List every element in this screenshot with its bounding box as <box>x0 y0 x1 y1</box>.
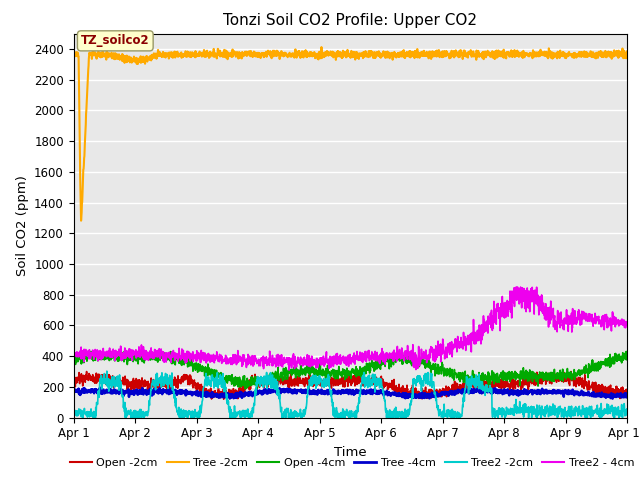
Tree -4cm <box>623 391 631 397</box>
Tree -4cm <box>70 389 77 395</box>
Open -4cm <box>241 386 249 392</box>
Open -2cm <box>220 396 228 402</box>
Open -4cm <box>607 362 615 368</box>
Text: TZ_soilco2: TZ_soilco2 <box>81 35 150 48</box>
Tree -2cm <box>607 52 615 58</box>
Line: Tree -4cm: Tree -4cm <box>74 387 627 398</box>
Open -2cm <box>99 373 106 379</box>
Tree2 -2cm <box>90 415 97 420</box>
Tree2 - 4cm <box>607 328 615 334</box>
X-axis label: Time: Time <box>334 446 367 459</box>
Tree -2cm <box>317 44 325 50</box>
Tree2 - 4cm <box>512 284 520 290</box>
Tree -4cm <box>271 384 278 390</box>
Open -2cm <box>70 379 77 385</box>
Tree2 - 4cm <box>324 361 332 367</box>
Open -2cm <box>83 369 90 374</box>
Open -4cm <box>339 368 347 373</box>
Tree -2cm <box>623 51 631 57</box>
Tree2 -2cm <box>70 412 77 418</box>
Tree2 -2cm <box>339 415 347 420</box>
Tree2 - 4cm <box>285 367 293 373</box>
Tree2 - 4cm <box>623 320 631 326</box>
Tree2 -2cm <box>607 406 615 412</box>
Tree -4cm <box>609 396 616 401</box>
Open -4cm <box>506 379 514 384</box>
Line: Open -4cm: Open -4cm <box>74 351 627 389</box>
Tree -2cm <box>608 56 616 61</box>
Tree2 - 4cm <box>98 352 106 358</box>
Tree -2cm <box>325 50 333 56</box>
Tree -4cm <box>607 390 615 396</box>
Line: Tree -2cm: Tree -2cm <box>74 47 627 221</box>
Open -2cm <box>608 393 616 399</box>
Tree -2cm <box>77 218 85 224</box>
Title: Tonzi Soil CO2 Profile: Upper CO2: Tonzi Soil CO2 Profile: Upper CO2 <box>223 13 477 28</box>
Tree -4cm <box>339 387 347 393</box>
Tree -4cm <box>98 389 106 395</box>
Line: Tree2 -2cm: Tree2 -2cm <box>74 371 627 418</box>
Legend: Open -2cm, Tree -2cm, Open -4cm, Tree -4cm, Tree2 -2cm, Tree2 - 4cm: Open -2cm, Tree -2cm, Open -4cm, Tree -4… <box>65 453 639 472</box>
Tree2 -2cm <box>608 407 616 413</box>
Tree2 -2cm <box>325 383 333 389</box>
Tree2 - 4cm <box>339 356 347 362</box>
Open -2cm <box>339 382 347 388</box>
Open -2cm <box>607 389 615 395</box>
Tree -2cm <box>99 49 106 55</box>
Open -4cm <box>608 357 616 362</box>
Tree -4cm <box>607 391 615 396</box>
Tree2 -2cm <box>103 368 111 374</box>
Line: Open -2cm: Open -2cm <box>74 372 627 399</box>
Tree2 -2cm <box>623 411 631 417</box>
Open -2cm <box>623 393 631 398</box>
Tree -4cm <box>324 387 332 393</box>
Tree -2cm <box>339 50 347 56</box>
Tree2 - 4cm <box>608 321 616 326</box>
Open -2cm <box>506 383 514 389</box>
Tree -4cm <box>506 390 514 396</box>
Tree -2cm <box>70 52 77 58</box>
Open -4cm <box>623 349 631 355</box>
Open -4cm <box>70 361 77 367</box>
Tree2 - 4cm <box>506 300 514 305</box>
Tree2 -2cm <box>99 381 106 386</box>
Open -2cm <box>325 378 333 384</box>
Tree2 -2cm <box>506 411 514 417</box>
Open -4cm <box>325 372 333 377</box>
Line: Tree2 - 4cm: Tree2 - 4cm <box>74 287 627 370</box>
Open -4cm <box>99 353 106 359</box>
Y-axis label: Soil CO2 (ppm): Soil CO2 (ppm) <box>15 175 29 276</box>
Open -4cm <box>86 348 93 354</box>
Tree -2cm <box>506 53 514 59</box>
Tree2 - 4cm <box>70 348 77 354</box>
